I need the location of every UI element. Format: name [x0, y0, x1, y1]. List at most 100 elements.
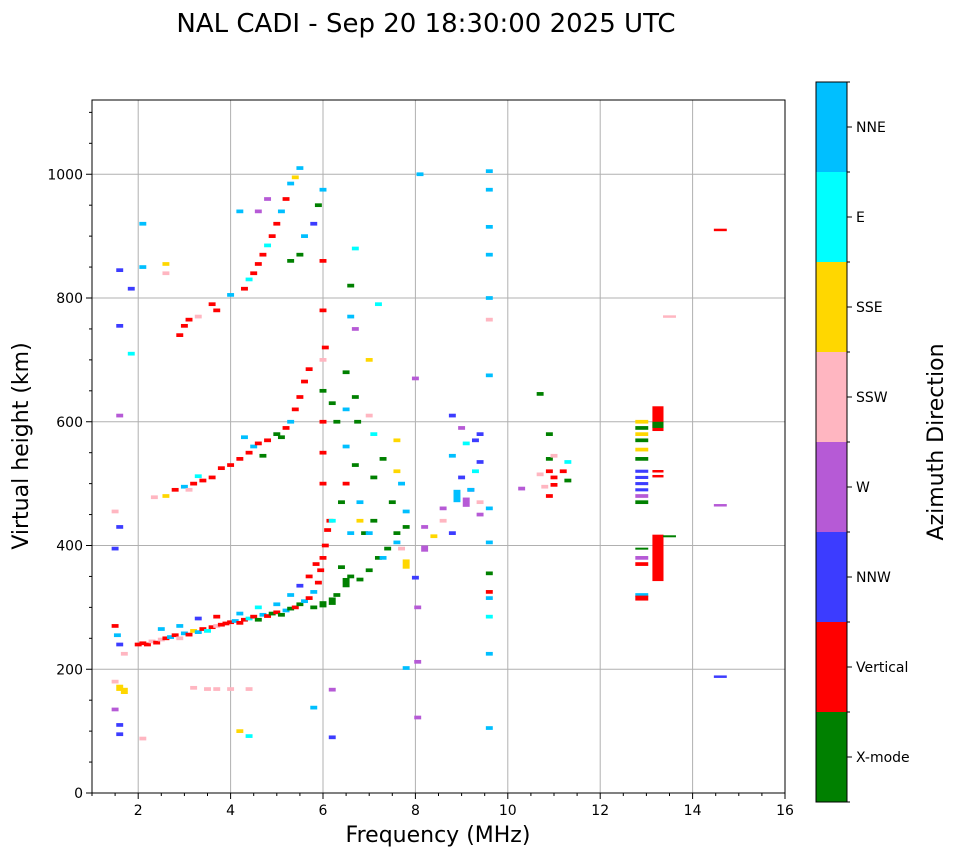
- data-point: [127, 286, 135, 291]
- data-point: [545, 469, 553, 474]
- colorbar-tick-label: E: [856, 210, 865, 226]
- data-point: [185, 487, 193, 492]
- data-point: [213, 308, 221, 313]
- data-point: [328, 597, 336, 605]
- data-point: [273, 221, 281, 226]
- data-point: [180, 631, 188, 636]
- chart-title: NAL CADI - Sep 20 18:30:00 2025 UTC: [176, 9, 675, 39]
- data-point: [485, 296, 493, 300]
- data-point: [116, 723, 124, 727]
- data-point: [291, 407, 299, 412]
- data-point: [194, 314, 202, 319]
- data-point: [370, 432, 378, 436]
- data-point: [333, 419, 341, 424]
- data-point: [167, 635, 175, 639]
- colorbar-swatch: [816, 622, 847, 712]
- data-point: [208, 475, 216, 480]
- data-point: [384, 546, 392, 551]
- data-point: [111, 624, 119, 628]
- data-point: [171, 633, 179, 638]
- data-point: [180, 484, 188, 489]
- data-point: [416, 172, 424, 177]
- data-point: [245, 687, 253, 691]
- data-point: [635, 595, 649, 601]
- data-point: [321, 543, 329, 548]
- data-point: [185, 632, 193, 637]
- data-point: [652, 474, 664, 478]
- data-point: [635, 432, 649, 436]
- data-point: [162, 262, 170, 266]
- data-point: [351, 463, 359, 467]
- colorbar-tick-label: NNE: [856, 120, 886, 136]
- data-point: [453, 489, 461, 503]
- data-point: [301, 599, 308, 604]
- data-point: [342, 577, 350, 588]
- data-point: [245, 277, 253, 282]
- data-point: [635, 438, 649, 443]
- data-point: [471, 469, 479, 474]
- data-point: [176, 624, 184, 628]
- data-point: [217, 466, 225, 471]
- data-point: [213, 614, 221, 619]
- data-point: [635, 426, 649, 430]
- data-point: [236, 620, 244, 625]
- data-point: [190, 629, 198, 633]
- data-point: [485, 540, 493, 545]
- data-point: [550, 483, 558, 487]
- data-point: [296, 166, 304, 170]
- data-point: [414, 605, 422, 610]
- data-point: [111, 707, 119, 712]
- data-point: [365, 413, 373, 418]
- data-point: [365, 531, 373, 535]
- data-point: [153, 640, 161, 645]
- data-point: [476, 432, 484, 436]
- data-point: [319, 308, 327, 313]
- data-point: [635, 547, 649, 550]
- data-point: [282, 197, 290, 201]
- data-point: [116, 413, 124, 418]
- data-point: [402, 666, 410, 670]
- data-point: [139, 221, 147, 226]
- data-point: [240, 286, 248, 291]
- data-point: [338, 500, 345, 505]
- data-point: [250, 271, 258, 276]
- data-point: [204, 629, 211, 633]
- data-point: [635, 562, 649, 566]
- data-point: [635, 500, 649, 505]
- data-point: [356, 518, 364, 523]
- data-point: [402, 559, 410, 569]
- data-point: [402, 509, 410, 514]
- data-point: [635, 469, 649, 473]
- data-point: [231, 619, 239, 623]
- data-point: [485, 317, 493, 322]
- data-point: [652, 534, 664, 582]
- data-point: [314, 203, 322, 208]
- data-point: [254, 617, 262, 622]
- data-point: [116, 525, 124, 529]
- data-point: [194, 616, 202, 621]
- data-point: [356, 500, 364, 505]
- data-point: [111, 546, 119, 551]
- colorbar-swatch: [816, 712, 847, 802]
- data-point: [635, 494, 649, 498]
- data-point: [652, 406, 664, 432]
- data-point: [319, 187, 327, 192]
- data-point: [162, 271, 170, 276]
- data-point: [185, 317, 193, 322]
- data-point: [264, 243, 272, 248]
- data-point: [116, 642, 124, 647]
- data-point: [319, 388, 327, 393]
- data-point: [254, 605, 262, 610]
- data-point: [342, 481, 350, 486]
- data-point: [393, 531, 401, 535]
- data-point: [162, 494, 170, 498]
- data-point: [448, 531, 456, 535]
- data-point: [485, 571, 493, 576]
- data-point: [635, 419, 649, 424]
- colorbar-tick-label: SSW: [856, 390, 888, 406]
- data-point: [277, 209, 285, 214]
- data-point: [111, 509, 119, 514]
- data-point: [635, 556, 649, 560]
- x-tick-label: 8: [411, 803, 420, 819]
- data-point: [116, 323, 124, 328]
